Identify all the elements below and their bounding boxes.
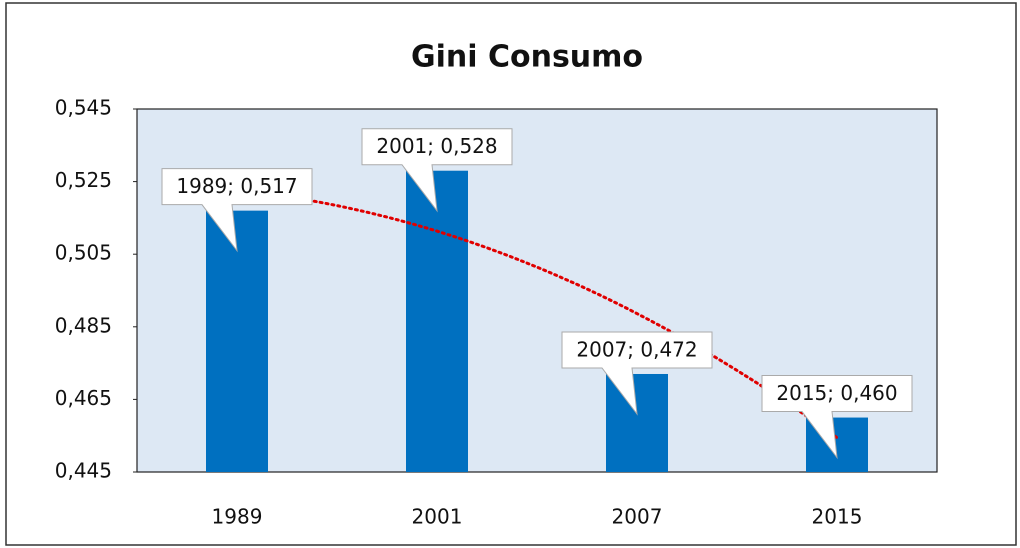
y-tick-label: 0,545 [55, 96, 112, 120]
y-tick-label: 0,445 [55, 459, 112, 483]
data-label-callout [361, 128, 513, 213]
data-label-callout [761, 375, 913, 460]
data-label: 2007; 0,472 [576, 337, 697, 361]
y-tick-label: 0,465 [55, 386, 112, 410]
data-label: 2015; 0,460 [776, 381, 897, 405]
bar [206, 210, 268, 472]
x-tick-label: 2015 [812, 505, 863, 529]
data-label: 1989; 0,517 [176, 174, 297, 198]
data-label: 2001; 0,528 [376, 134, 497, 158]
trendline [235, 189, 839, 440]
x-tick-label: 1989 [212, 505, 263, 529]
bar [606, 373, 668, 472]
y-tick-label: 0,505 [55, 241, 112, 265]
x-tick-label: 2007 [612, 505, 663, 529]
bar [406, 170, 468, 472]
data-label-callout [561, 331, 713, 416]
x-tick-label: 2001 [412, 505, 463, 529]
data-label-callout [161, 168, 313, 253]
chart-title: Gini Consumo [411, 40, 643, 75]
y-tick-label: 0,485 [55, 313, 112, 337]
y-tick-label: 0,525 [55, 168, 112, 192]
